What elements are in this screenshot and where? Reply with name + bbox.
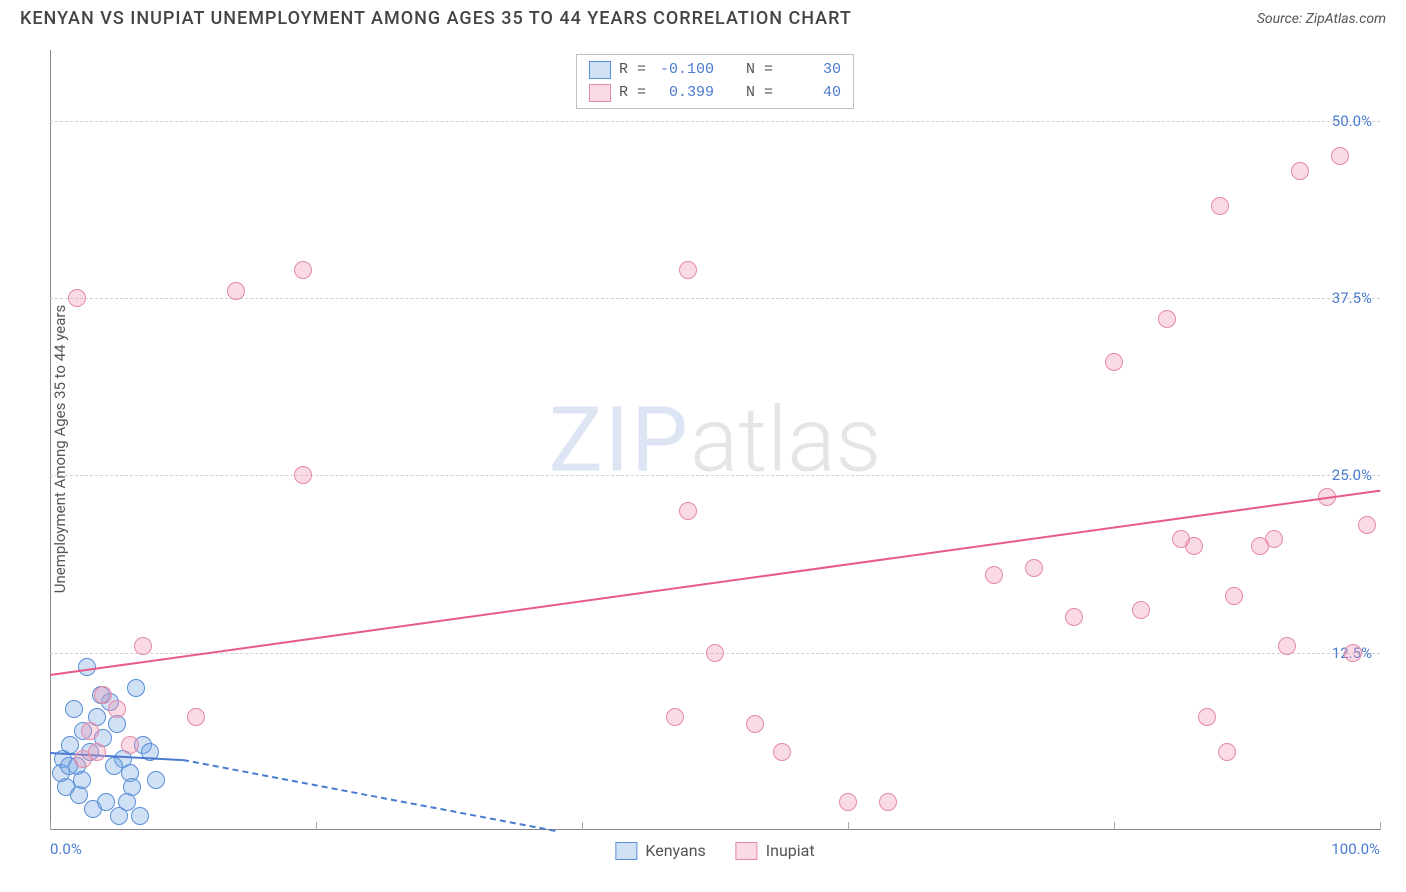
data-point-inupiat xyxy=(879,793,897,811)
legend-label: Kenyans xyxy=(645,841,705,860)
x-tick xyxy=(848,822,849,830)
data-point-inupiat xyxy=(81,722,99,740)
data-point-inupiat xyxy=(1331,147,1349,165)
data-point-inupiat xyxy=(839,793,857,811)
data-point-inupiat xyxy=(1251,537,1269,555)
data-point-inupiat xyxy=(1358,516,1376,534)
stat-N-value: 30 xyxy=(781,59,841,82)
data-point-inupiat xyxy=(121,736,139,754)
data-point-inupiat xyxy=(94,686,112,704)
data-point-inupiat xyxy=(679,502,697,520)
data-point-inupiat xyxy=(294,466,312,484)
data-point-inupiat xyxy=(985,566,1003,584)
data-point-inupiat xyxy=(1225,587,1243,605)
x-tick xyxy=(316,822,317,830)
stats-legend: R = -0.100 N = 30 R = 0.399 N = 40 xyxy=(576,54,854,109)
gridline xyxy=(50,475,1380,476)
legend-swatch-inupiat xyxy=(589,84,611,102)
stat-R-label: R = xyxy=(619,82,646,105)
legend-item-kenyans: Kenyans xyxy=(615,841,705,860)
data-point-inupiat xyxy=(1172,530,1190,548)
x-tick-label: 100.0% xyxy=(1331,840,1380,858)
data-point-inupiat xyxy=(294,261,312,279)
data-point-inupiat xyxy=(1278,637,1296,655)
data-point-kenyans xyxy=(118,793,136,811)
data-point-inupiat xyxy=(227,282,245,300)
y-tick-label: 50.0% xyxy=(1332,112,1372,130)
gridline xyxy=(50,121,1380,122)
data-point-kenyans xyxy=(61,736,79,754)
data-point-kenyans xyxy=(127,679,145,697)
data-point-inupiat xyxy=(187,708,205,726)
x-tick-label: 0.0% xyxy=(50,840,82,858)
data-point-inupiat xyxy=(134,637,152,655)
scatter-plot: ZIPatlas 12.5%25.0%37.5%50.0%0.0%100.0% xyxy=(50,50,1380,830)
stat-R-value: -0.100 xyxy=(654,59,714,82)
data-point-inupiat xyxy=(74,750,92,768)
data-point-inupiat xyxy=(666,708,684,726)
data-point-inupiat xyxy=(1218,743,1236,761)
stat-R-value: 0.399 xyxy=(654,82,714,105)
trend-line-kenyans xyxy=(183,759,556,832)
legend-swatch-kenyans xyxy=(615,842,637,860)
stat-N-value: 40 xyxy=(781,82,841,105)
stats-legend-row-inupiat: R = 0.399 N = 40 xyxy=(589,82,841,105)
data-point-inupiat xyxy=(773,743,791,761)
legend-swatch-kenyans xyxy=(589,61,611,79)
watermark-zip: ZIP xyxy=(549,388,690,493)
stat-N-label: N = xyxy=(746,82,773,105)
source-attribution: Source: ZipAtlas.com xyxy=(1257,11,1386,27)
y-tick-label: 37.5% xyxy=(1332,289,1372,307)
data-point-kenyans xyxy=(147,771,165,789)
source-prefix: Source: xyxy=(1257,11,1306,27)
data-point-inupiat xyxy=(1344,644,1362,662)
data-point-inupiat xyxy=(1291,162,1309,180)
y-tick-label: 25.0% xyxy=(1332,466,1372,484)
legend-label: Inupiat xyxy=(766,841,815,860)
chart-title: KENYAN VS INUPIAT UNEMPLOYMENT AMONG AGE… xyxy=(20,8,852,29)
y-axis-line xyxy=(50,50,51,830)
data-point-inupiat xyxy=(1158,310,1176,328)
legend-item-inupiat: Inupiat xyxy=(736,841,815,860)
data-point-inupiat xyxy=(1105,353,1123,371)
series-legend: Kenyans Inupiat xyxy=(615,841,814,860)
source-name: ZipAtlas.com xyxy=(1306,11,1386,27)
data-point-inupiat xyxy=(108,700,126,718)
data-point-kenyans xyxy=(105,757,123,775)
data-point-inupiat xyxy=(1025,559,1043,577)
legend-swatch-inupiat xyxy=(736,842,758,860)
data-point-inupiat xyxy=(746,715,764,733)
data-point-inupiat xyxy=(679,261,697,279)
data-point-inupiat xyxy=(1132,601,1150,619)
data-point-inupiat xyxy=(1198,708,1216,726)
stat-N-label: N = xyxy=(746,59,773,82)
data-point-inupiat xyxy=(706,644,724,662)
x-tick xyxy=(1380,822,1381,830)
watermark: ZIPatlas xyxy=(549,388,881,493)
data-point-inupiat xyxy=(1211,197,1229,215)
data-point-kenyans xyxy=(97,793,115,811)
data-point-inupiat xyxy=(68,289,86,307)
header: KENYAN VS INUPIAT UNEMPLOYMENT AMONG AGE… xyxy=(0,0,1406,29)
stats-legend-row-kenyans: R = -0.100 N = 30 xyxy=(589,59,841,82)
data-point-kenyans xyxy=(131,807,149,825)
chart-area: Unemployment Among Ages 35 to 44 years Z… xyxy=(50,50,1380,830)
data-point-inupiat xyxy=(1065,608,1083,626)
x-tick xyxy=(582,822,583,830)
x-axis-line xyxy=(50,829,1380,830)
data-point-kenyans xyxy=(65,700,83,718)
stat-R-label: R = xyxy=(619,59,646,82)
x-tick xyxy=(50,822,51,830)
data-point-kenyans xyxy=(73,771,91,789)
gridline xyxy=(50,298,1380,299)
x-tick xyxy=(1114,822,1115,830)
watermark-atlas: atlas xyxy=(690,388,881,493)
